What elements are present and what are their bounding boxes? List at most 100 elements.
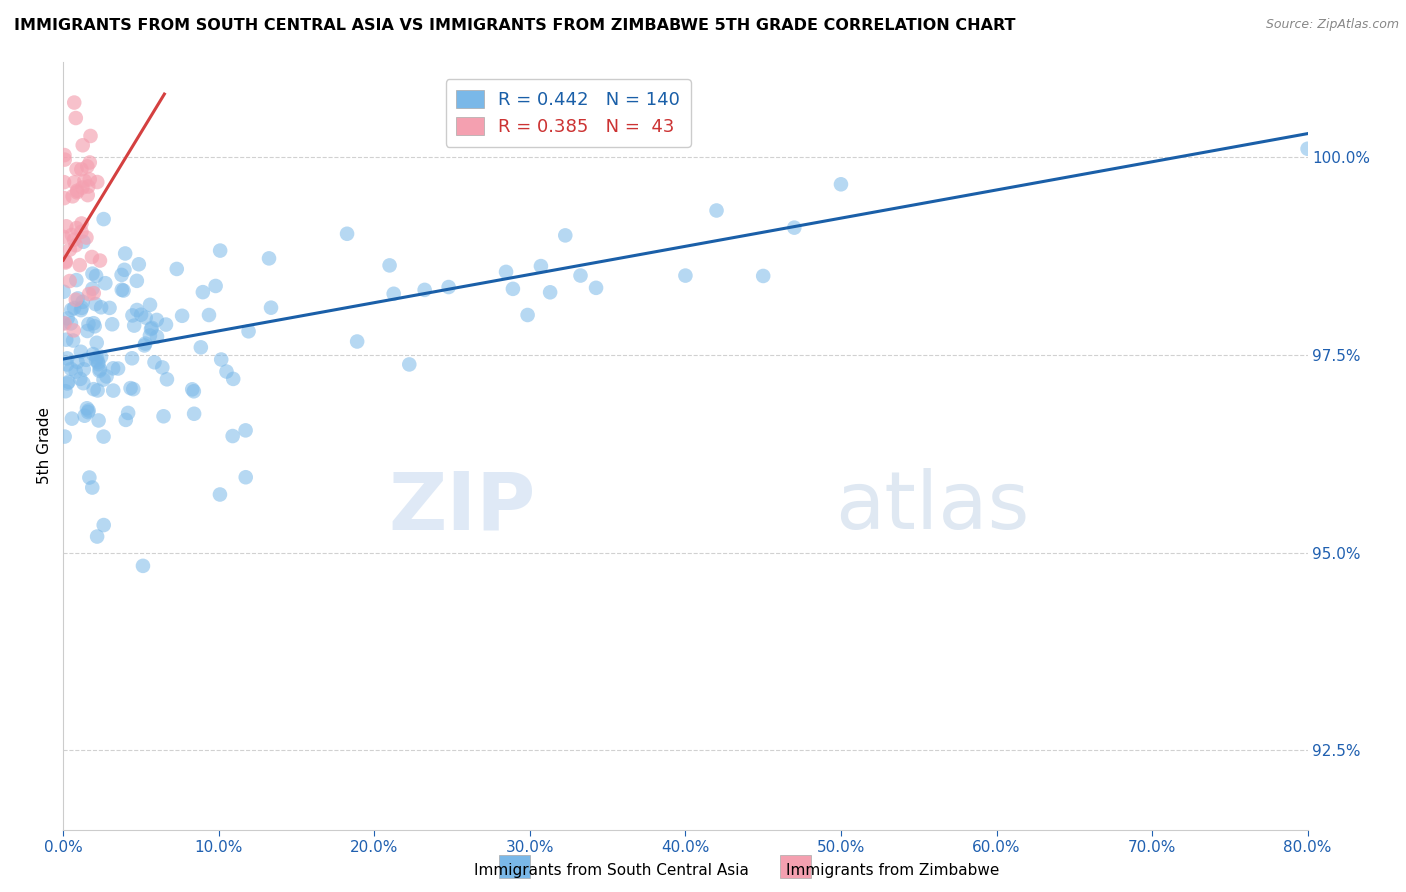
Point: [143, 355, 166, 369]
Point: [101, 361, 124, 376]
Point: [59, 274, 82, 288]
Point: [72, 235, 94, 249]
Point: [73, 174, 96, 188]
Point: [569, 268, 592, 283]
Point: [65, 365, 87, 379]
Point: [79, 128, 101, 143]
Point: [65, 273, 87, 287]
Point: [65, 238, 87, 252]
Point: [125, 274, 148, 288]
Point: [89, 364, 111, 378]
Point: [114, 413, 136, 427]
Point: [84, 353, 107, 368]
Point: [538, 285, 561, 300]
Point: [166, 262, 188, 277]
Point: [55, 333, 77, 347]
Point: [72, 180, 94, 194]
Point: [132, 558, 155, 573]
Point: [103, 384, 125, 398]
Point: [86, 384, 108, 398]
Point: [495, 265, 517, 279]
Point: [53, 429, 76, 443]
Point: [76, 324, 98, 338]
Point: [135, 310, 157, 325]
Point: [83, 316, 105, 330]
Point: [172, 309, 194, 323]
Point: [235, 423, 257, 437]
Point: [60, 302, 83, 317]
Point: [70, 303, 93, 318]
Point: [222, 372, 245, 386]
Point: [82, 481, 104, 495]
Point: [93, 212, 115, 227]
Point: [112, 284, 135, 298]
Point: [72, 138, 94, 153]
Point: [183, 407, 205, 421]
Point: [65, 161, 87, 176]
Text: Immigrants from Zimbabwe: Immigrants from Zimbabwe: [786, 863, 1000, 878]
Point: [56, 351, 79, 366]
Point: [65, 293, 87, 307]
Point: [530, 259, 553, 273]
Point: [63, 301, 86, 315]
Point: [66, 292, 89, 306]
Point: [114, 262, 136, 277]
Point: [60, 362, 83, 376]
Point: [90, 350, 112, 364]
Point: [63, 233, 86, 247]
Point: [77, 179, 100, 194]
Point: [76, 401, 98, 416]
Point: [66, 184, 89, 198]
Point: [181, 382, 204, 396]
Point: [120, 381, 142, 395]
Point: [152, 409, 174, 424]
Point: [66, 355, 89, 369]
Legend: R = 0.442   N = 140, R = 0.385   N =  43: R = 0.442 N = 140, R = 0.385 N = 43: [446, 79, 690, 146]
Point: [86, 351, 108, 365]
Point: [77, 403, 100, 417]
Point: [55, 255, 77, 269]
Point: [52, 230, 75, 244]
Point: [150, 360, 173, 375]
Point: [1296, 142, 1319, 156]
Point: [84, 297, 107, 311]
Point: [516, 308, 538, 322]
Point: [209, 352, 232, 367]
Point: [94, 276, 117, 290]
Point: [190, 340, 212, 354]
Point: [413, 283, 436, 297]
Point: [65, 111, 87, 125]
Point: [86, 175, 108, 189]
Text: IMMIGRANTS FROM SOUTH CENTRAL ASIA VS IMMIGRANTS FROM ZIMBABWE 5TH GRADE CORRELA: IMMIGRANTS FROM SOUTH CENTRAL ASIA VS IM…: [14, 18, 1015, 33]
Point: [80, 250, 103, 264]
Point: [52, 316, 75, 330]
Text: atlas: atlas: [835, 468, 1029, 547]
Point: [73, 362, 96, 376]
Point: [76, 160, 98, 174]
Point: [62, 189, 84, 203]
Point: [141, 321, 163, 335]
Point: [73, 409, 96, 423]
Point: [110, 268, 132, 282]
Point: [145, 313, 167, 327]
Point: [65, 221, 87, 235]
Point: [198, 308, 221, 322]
Point: [125, 303, 148, 318]
Point: [156, 372, 179, 386]
Point: [101, 318, 124, 332]
Point: [378, 259, 401, 273]
Point: [114, 246, 136, 260]
Point: [79, 172, 101, 186]
Point: [63, 95, 86, 110]
Point: [134, 336, 156, 351]
Point: [83, 286, 105, 301]
Point: [208, 487, 231, 501]
Point: [79, 155, 101, 169]
Point: [62, 334, 84, 348]
Point: [82, 267, 104, 281]
Point: [59, 317, 82, 331]
Point: [70, 344, 93, 359]
Point: [221, 429, 243, 443]
Point: [155, 318, 177, 332]
Point: [77, 287, 100, 301]
